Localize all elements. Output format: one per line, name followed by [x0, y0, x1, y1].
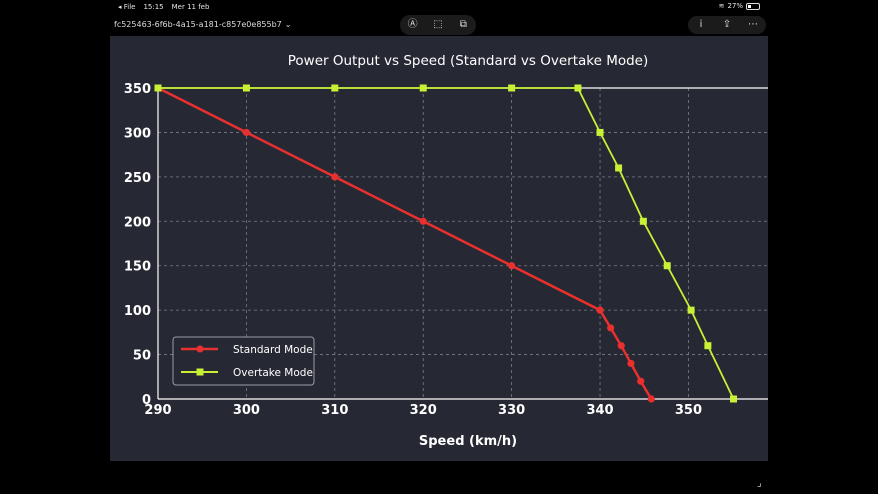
point-overtake-mode-12	[730, 395, 738, 403]
y-tick-50: 50	[133, 349, 151, 364]
more-icon[interactable]: ⋯	[748, 19, 758, 30]
point-standard-mode-1	[242, 128, 251, 137]
toolbar: fc525463-6f6b-4a15-a181-c857e0e855b7 ⌄ Ⓐ…	[0, 14, 878, 36]
status-time: 15:15	[143, 3, 164, 11]
point-overtake-mode-4	[508, 84, 516, 92]
point-standard-mode-8	[627, 359, 635, 368]
legend-marker-overtake	[196, 368, 204, 376]
battery-percent: 27%	[727, 2, 743, 10]
y-tick-100: 100	[124, 304, 151, 319]
x-tick-300: 300	[233, 403, 260, 418]
status-date: Mer 11 feb	[171, 3, 210, 11]
x-axis-label: Speed (km/h)	[419, 434, 517, 449]
point-overtake-mode-1	[242, 84, 250, 92]
x-tick-320: 320	[410, 403, 437, 418]
legend-label-overtake: Overtake Mode	[233, 367, 313, 379]
point-standard-mode-4	[508, 262, 516, 270]
point-standard-mode-7	[617, 342, 625, 350]
point-standard-mode-9	[637, 377, 645, 385]
point-overtake-mode-10	[687, 306, 695, 314]
y-tick-350: 350	[124, 82, 151, 97]
legend: Standard Mode Overtake Mode	[172, 336, 315, 386]
point-standard-mode-5	[596, 306, 604, 314]
file-name-menu[interactable]: fc525463-6f6b-4a15-a181-c857e0e855b7 ⌄	[114, 20, 291, 29]
rotate-icon[interactable]: ⧉	[459, 19, 467, 30]
x-tick-340: 340	[586, 403, 613, 418]
y-tick-0: 0	[142, 393, 151, 408]
point-standard-mode-6	[607, 324, 615, 332]
status-bar: ◂ File 15:15 Mer 11 feb ≋ 27%	[0, 0, 878, 14]
markup-pen-icon[interactable]: Ⓐ	[407, 19, 418, 30]
wifi-icon: ≋	[718, 2, 725, 10]
chart-panel: Power Output vs Speed (Standard vs Overt…	[110, 36, 768, 461]
x-tick-310: 310	[321, 403, 348, 418]
legend-marker-standard	[196, 345, 204, 353]
file-name: fc525463-6f6b-4a15-a181-c857e0e855b7	[114, 20, 282, 29]
chart-title: Power Output vs Speed (Standard vs Overt…	[288, 53, 649, 69]
battery-icon	[746, 2, 760, 10]
point-overtake-mode-2	[331, 84, 339, 92]
markup-tools: Ⓐ ⬚ ⧉	[400, 15, 476, 35]
point-overtake-mode-5	[574, 84, 582, 92]
power-speed-chart: Power Output vs Speed (Standard vs Overt…	[124, 53, 768, 449]
scroll-indicator-icon: ⌟	[757, 478, 762, 489]
point-overtake-mode-6	[596, 128, 604, 136]
point-overtake-mode-3	[419, 84, 427, 92]
select-rectangle-icon[interactable]: ⬚	[433, 19, 443, 30]
y-tick-250: 250	[124, 171, 151, 186]
file-actions: i ⇪ ⋯	[688, 16, 766, 34]
share-icon[interactable]: ⇪	[722, 19, 732, 30]
point-standard-mode-10	[647, 395, 655, 403]
x-tick-350: 350	[675, 403, 702, 418]
info-icon[interactable]: i	[699, 19, 703, 30]
back-to-files-link[interactable]: ◂ File	[118, 3, 136, 11]
chevron-down-icon[interactable]: ⌄	[284, 20, 292, 29]
x-tick-330: 330	[498, 403, 525, 418]
y-tick-300: 300	[124, 126, 151, 141]
y-tick-150: 150	[124, 260, 151, 275]
point-standard-mode-3	[419, 217, 427, 225]
point-overtake-mode-7	[615, 164, 623, 172]
tick-labels: 2903003103203303403503050100150200250300…	[124, 82, 702, 418]
point-overtake-mode-0	[154, 84, 162, 92]
point-overtake-mode-8	[639, 217, 647, 225]
point-overtake-mode-11	[704, 342, 712, 350]
series-layer	[154, 84, 738, 403]
legend-label-standard: Standard Mode	[233, 344, 313, 356]
point-overtake-mode-9	[663, 262, 671, 270]
y-tick-200: 200	[124, 215, 151, 230]
x-tick-290: 290	[144, 403, 171, 418]
point-standard-mode-2	[331, 173, 339, 181]
